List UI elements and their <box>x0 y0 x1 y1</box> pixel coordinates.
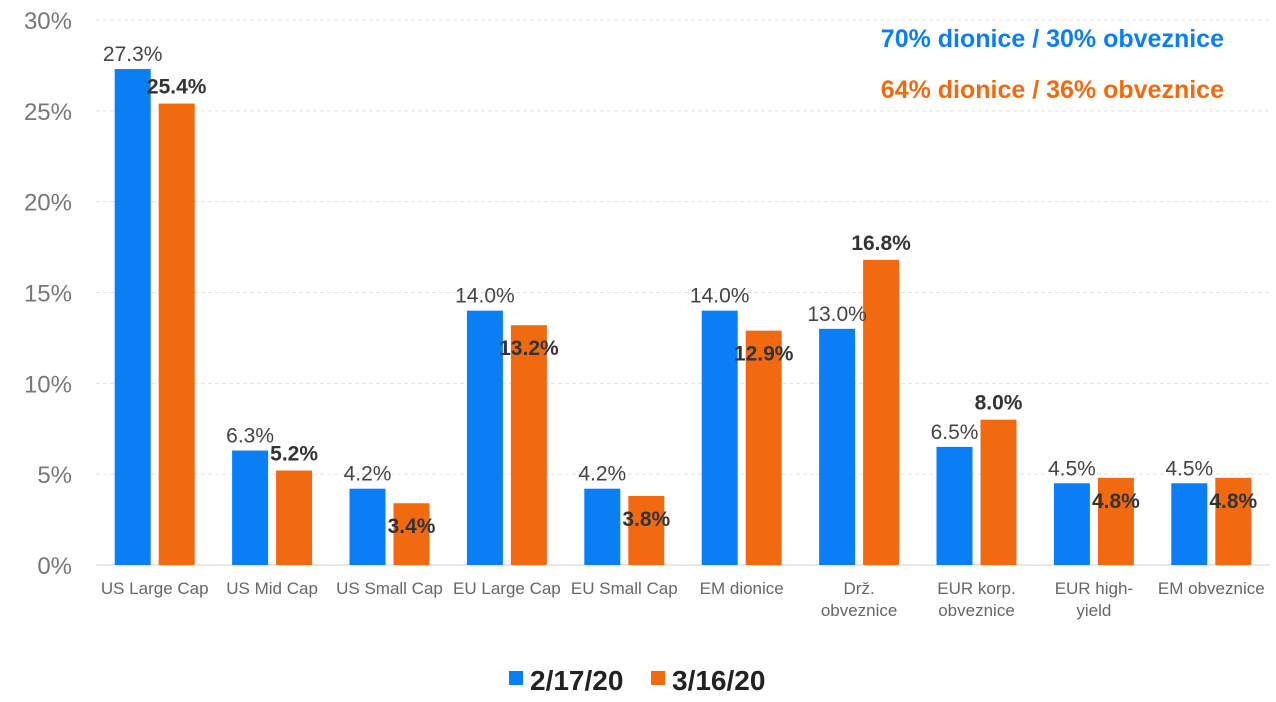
bar-series2 <box>863 259 900 565</box>
bar-series2 <box>276 470 313 565</box>
data-label: 14.0% <box>455 285 515 308</box>
data-label: 4.5% <box>1048 457 1096 480</box>
legend-swatch <box>509 671 523 685</box>
bar-series2 <box>1215 477 1252 565</box>
data-label: 5.2% <box>270 443 318 466</box>
y-tick-label: 20% <box>24 190 72 217</box>
data-label: 8.0% <box>975 392 1023 415</box>
bar-series2 <box>1097 477 1134 565</box>
bar-series1 <box>114 69 151 566</box>
data-label: 4.2% <box>344 463 392 486</box>
y-axis: 0% 5% 10% 15% 20% 25% 30% <box>24 8 72 580</box>
bar-series2 <box>510 325 547 565</box>
x-tick-label: obveznice <box>821 601 898 620</box>
data-label: 25.4% <box>147 76 207 99</box>
bar-series1 <box>232 450 269 565</box>
y-tick-label: 5% <box>37 462 72 489</box>
bar-series2 <box>980 419 1017 565</box>
y-tick-label: 15% <box>24 281 72 308</box>
bar-series1 <box>466 310 503 565</box>
x-tick-label: EM dionice <box>700 579 784 598</box>
data-label: 6.3% <box>226 425 274 448</box>
bar-series1 <box>1053 483 1090 565</box>
legend: 2/17/20 3/16/20 <box>509 665 765 696</box>
bar-series1 <box>819 328 856 565</box>
annotation: 64% dionice / 36% obveznice <box>881 76 1224 104</box>
data-label: 13.2% <box>499 337 559 360</box>
y-tick-label: 10% <box>24 371 72 398</box>
x-tick-label: Drž. <box>844 579 875 598</box>
data-label: 4.8% <box>1209 490 1257 513</box>
x-tick-label: EUR high- <box>1055 579 1133 598</box>
data-label: 27.3% <box>103 43 163 66</box>
bar-series1 <box>349 488 386 565</box>
y-tick-label: 25% <box>24 99 72 126</box>
x-tick-label: EUR korp. <box>937 579 1015 598</box>
data-label: 13.0% <box>807 303 867 326</box>
data-label: 14.0% <box>690 285 750 308</box>
x-tick-label: US Large Cap <box>101 579 209 598</box>
data-label: 4.5% <box>1165 457 1213 480</box>
x-tick-label: EM obveznice <box>1158 579 1265 598</box>
annotation: 70% dionice / 30% obveznice <box>881 25 1224 53</box>
data-label: 3.4% <box>388 515 436 538</box>
x-tick-label: yield <box>1076 601 1111 620</box>
x-axis: US Large Cap US Mid Cap US Small Cap EU Lar… <box>101 579 1265 620</box>
bar-series2 <box>628 495 665 565</box>
data-label: 4.8% <box>1092 490 1140 513</box>
bar-series2 <box>393 503 430 565</box>
x-tick-label: EU Small Cap <box>571 579 678 598</box>
annotations: 70% dionice / 30% obveznice 64% dionice /… <box>881 25 1224 104</box>
data-label: 3.8% <box>622 508 670 531</box>
data-label: 16.8% <box>851 232 911 255</box>
data-label: 12.9% <box>734 343 794 366</box>
x-tick-label: US Mid Cap <box>226 579 318 598</box>
legend-label: 2/17/20 <box>530 665 623 696</box>
y-tick-label: 30% <box>24 8 72 35</box>
bar-series1 <box>1171 483 1208 565</box>
bar-series1 <box>701 310 738 565</box>
bar-series1 <box>936 446 973 565</box>
x-tick-label: obveznice <box>938 601 1015 620</box>
bar-series2 <box>745 330 782 565</box>
bar-series1 <box>584 488 621 565</box>
x-tick-label: US Small Cap <box>336 579 443 598</box>
bar-series2 <box>158 103 195 566</box>
bars <box>114 69 1252 566</box>
data-labels: 27.3% 25.4% 6.3%5.2% 4.2% 3.4% 14.0% 13.2% 4.2%… <box>103 43 1258 538</box>
data-label: 6.5% <box>931 421 979 444</box>
legend-label: 3/16/20 <box>672 665 765 696</box>
x-tick-label: EU Large Cap <box>453 579 561 598</box>
legend-swatch <box>651 671 665 685</box>
data-label: 4.2% <box>578 463 626 486</box>
y-tick-label: 0% <box>37 553 72 580</box>
